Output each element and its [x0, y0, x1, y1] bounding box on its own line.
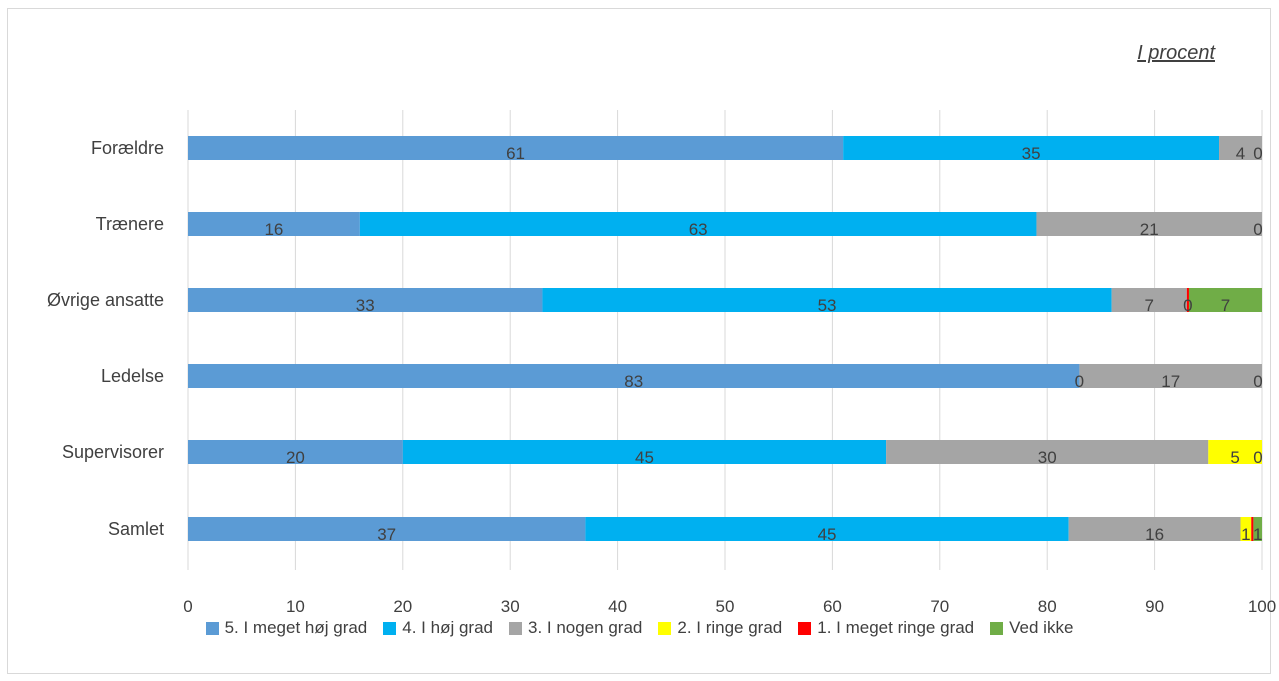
category-label: Trænere [96, 214, 164, 234]
axes: 0 10 20 30 40 50 60 70 80 90 100ForældreTrænereØvr… [47, 138, 1276, 616]
x-tick-label: 60 [823, 597, 842, 616]
legend-label: 2. I ringe grad [677, 618, 783, 637]
legend-swatch [798, 621, 812, 635]
data-label: 83 [624, 372, 643, 391]
legend-swatch [658, 621, 672, 635]
chart-subtitle: I procent [1137, 42, 1215, 64]
data-label: 0 [1253, 220, 1262, 239]
bar-segment [886, 440, 1209, 464]
data-label: 4 [1236, 144, 1245, 163]
data-label: 45 [818, 525, 837, 544]
legend-swatch [205, 621, 219, 635]
bar-segment [1219, 136, 1262, 160]
legend: 5. I meget høj grad 4. I høj grad 3. I nog… [0, 618, 1279, 638]
bar-segment [1188, 288, 1262, 312]
legend-item: 2. I ringe grad [658, 618, 782, 638]
bar-segment [188, 136, 844, 160]
data-label: 7 [1144, 296, 1153, 315]
data-label: 53 [818, 296, 837, 315]
x-tick-label: 40 [608, 597, 627, 616]
data-label: 0 [1253, 448, 1262, 467]
bar-segment [1111, 288, 1187, 312]
data-label: 0 [1253, 372, 1262, 391]
legend-item: 1. I meget ringe grad [798, 618, 974, 638]
data-label: 45 [635, 448, 654, 467]
bar-segment [188, 440, 403, 464]
bar-segment [188, 517, 586, 541]
bar-segment [359, 212, 1037, 236]
bar-segment [1068, 517, 1241, 541]
chart-frame [7, 8, 1271, 674]
legend-swatch [383, 621, 397, 635]
data-label: 63 [689, 220, 708, 239]
x-tick-label: 50 [716, 597, 735, 616]
x-tick-label: 20 [393, 597, 412, 616]
data-label: 20 [286, 448, 305, 467]
bar-segment [1186, 288, 1189, 312]
legend-label: 4. I høj grad [402, 618, 493, 637]
data-label: 35 [1022, 144, 1041, 163]
data-label: 17 [1161, 372, 1180, 391]
data-label: 16 [1145, 525, 1164, 544]
bar-segment [542, 288, 1112, 312]
data-label: 1 [1253, 525, 1262, 544]
category-label: Ledelse [101, 366, 164, 386]
data-label: 16 [264, 220, 283, 239]
category-label: Øvrige ansatte [47, 290, 164, 310]
bar-segment [188, 212, 360, 236]
data-label: 33 [356, 296, 375, 315]
data-label: 1 [1241, 525, 1250, 544]
data-label: 30 [1038, 448, 1057, 467]
x-tick-label: 0 [183, 597, 192, 616]
legend-swatch [990, 621, 1004, 635]
x-tick-label: 10 [286, 597, 305, 616]
bar-segment [1079, 364, 1262, 388]
bar-segment [188, 364, 1080, 388]
legend-item: Ved ikke [990, 618, 1073, 638]
bars [188, 136, 1262, 541]
legend-label: Ved ikke [1009, 618, 1074, 637]
bar-segment [585, 517, 1069, 541]
x-tick-label: 30 [501, 597, 520, 616]
data-label: 61 [506, 144, 525, 163]
legend-label: 1. I meget ringe grad [817, 618, 975, 637]
bar-segment [188, 288, 543, 312]
x-tick-label: 70 [930, 597, 949, 616]
category-label: Supervisorer [62, 442, 164, 462]
category-label: Samlet [108, 519, 164, 539]
bar-segment [1253, 517, 1262, 541]
legend-swatch [508, 621, 522, 635]
data-label: 5 [1230, 448, 1239, 467]
legend-item: 5. I meget høj grad [205, 618, 368, 638]
bar-segment [1208, 440, 1262, 464]
bar-segment [1036, 212, 1262, 236]
gridlines [187, 110, 1263, 570]
category-label: Forældre [91, 138, 164, 158]
bar-segment [1251, 517, 1254, 541]
data-label: 0 [1183, 296, 1192, 315]
x-tick-label: 80 [1038, 597, 1057, 616]
data-label: 21 [1140, 220, 1159, 239]
data-label: 0 [1075, 372, 1084, 391]
bar-segment [843, 136, 1220, 160]
x-tick-label: 100 [1248, 597, 1276, 616]
data-label: 37 [377, 525, 396, 544]
legend-item: 3. I nogen grad [508, 618, 643, 638]
data-label: 7 [1221, 296, 1230, 315]
x-tick-label: 90 [1145, 597, 1164, 616]
bar-segment [1240, 517, 1252, 541]
legend-item: 4. I høj grad [383, 618, 493, 638]
data-label: 0 [1253, 144, 1262, 163]
legend-label: 3. I nogen grad [527, 618, 643, 637]
data-labels: 61 35 4 016 63 21 033 53 7 0 783 0 17 020 45 30 5 037 45 16… [264, 144, 1262, 544]
bar-segment [402, 440, 887, 464]
legend-label: 5. I meget høj grad [224, 618, 368, 637]
